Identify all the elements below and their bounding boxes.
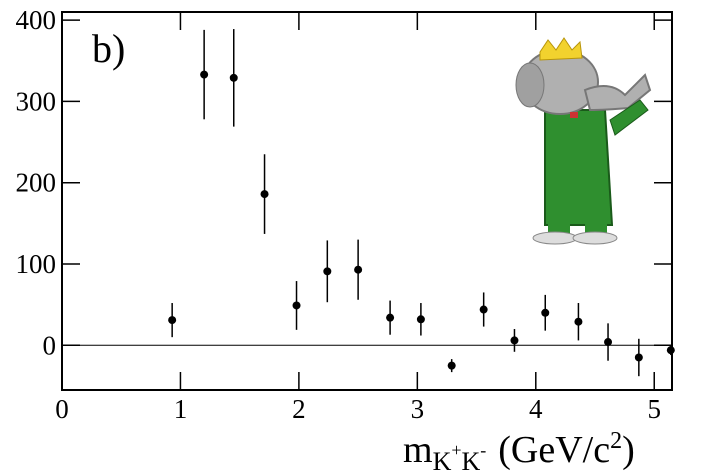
data-point [574,318,582,326]
data-point [200,71,208,79]
data-point [667,346,675,354]
y-tick-label: 0 [43,330,57,360]
x-label-part: - [480,440,486,460]
chart: b) mK+K-(GeV/c2) 0100200300400012345 [0,0,703,474]
x-tick-label: 5 [647,394,661,424]
panel-label: b) [92,26,125,71]
data-point [541,309,549,317]
y-tick-label: 300 [16,86,57,116]
x-tick-label: 2 [292,394,306,424]
x-label-part: K [462,447,481,474]
data-point [448,362,456,370]
y-tick-label: 400 [16,5,57,35]
data-point [293,301,301,309]
data-point [168,316,176,324]
x-label-part: (GeV/c [498,429,610,471]
data-point [386,314,394,322]
x-label-part: K [433,447,452,474]
data-point [230,74,238,82]
x-label-part: + [451,440,461,460]
x-label-part: m [403,429,433,471]
y-tick-label: 200 [16,168,57,198]
data-point [417,315,425,323]
data-point [635,353,643,361]
mascot-illustration [516,38,650,244]
x-label-part: 2 [610,428,622,454]
data-point [354,266,362,274]
x-tick-label: 3 [411,394,425,424]
y-tick-label: 100 [16,249,57,279]
x-axis-label: mK+K-(GeV/c2) [403,428,635,474]
x-tick-label: 1 [174,394,188,424]
data-point [604,338,612,346]
data-point [480,306,488,314]
x-tick-label: 0 [55,394,69,424]
data-point [510,336,518,344]
x-tick-label: 4 [529,394,543,424]
data-point [323,267,331,275]
data-point [261,190,269,198]
x-label-part: ) [622,429,635,471]
